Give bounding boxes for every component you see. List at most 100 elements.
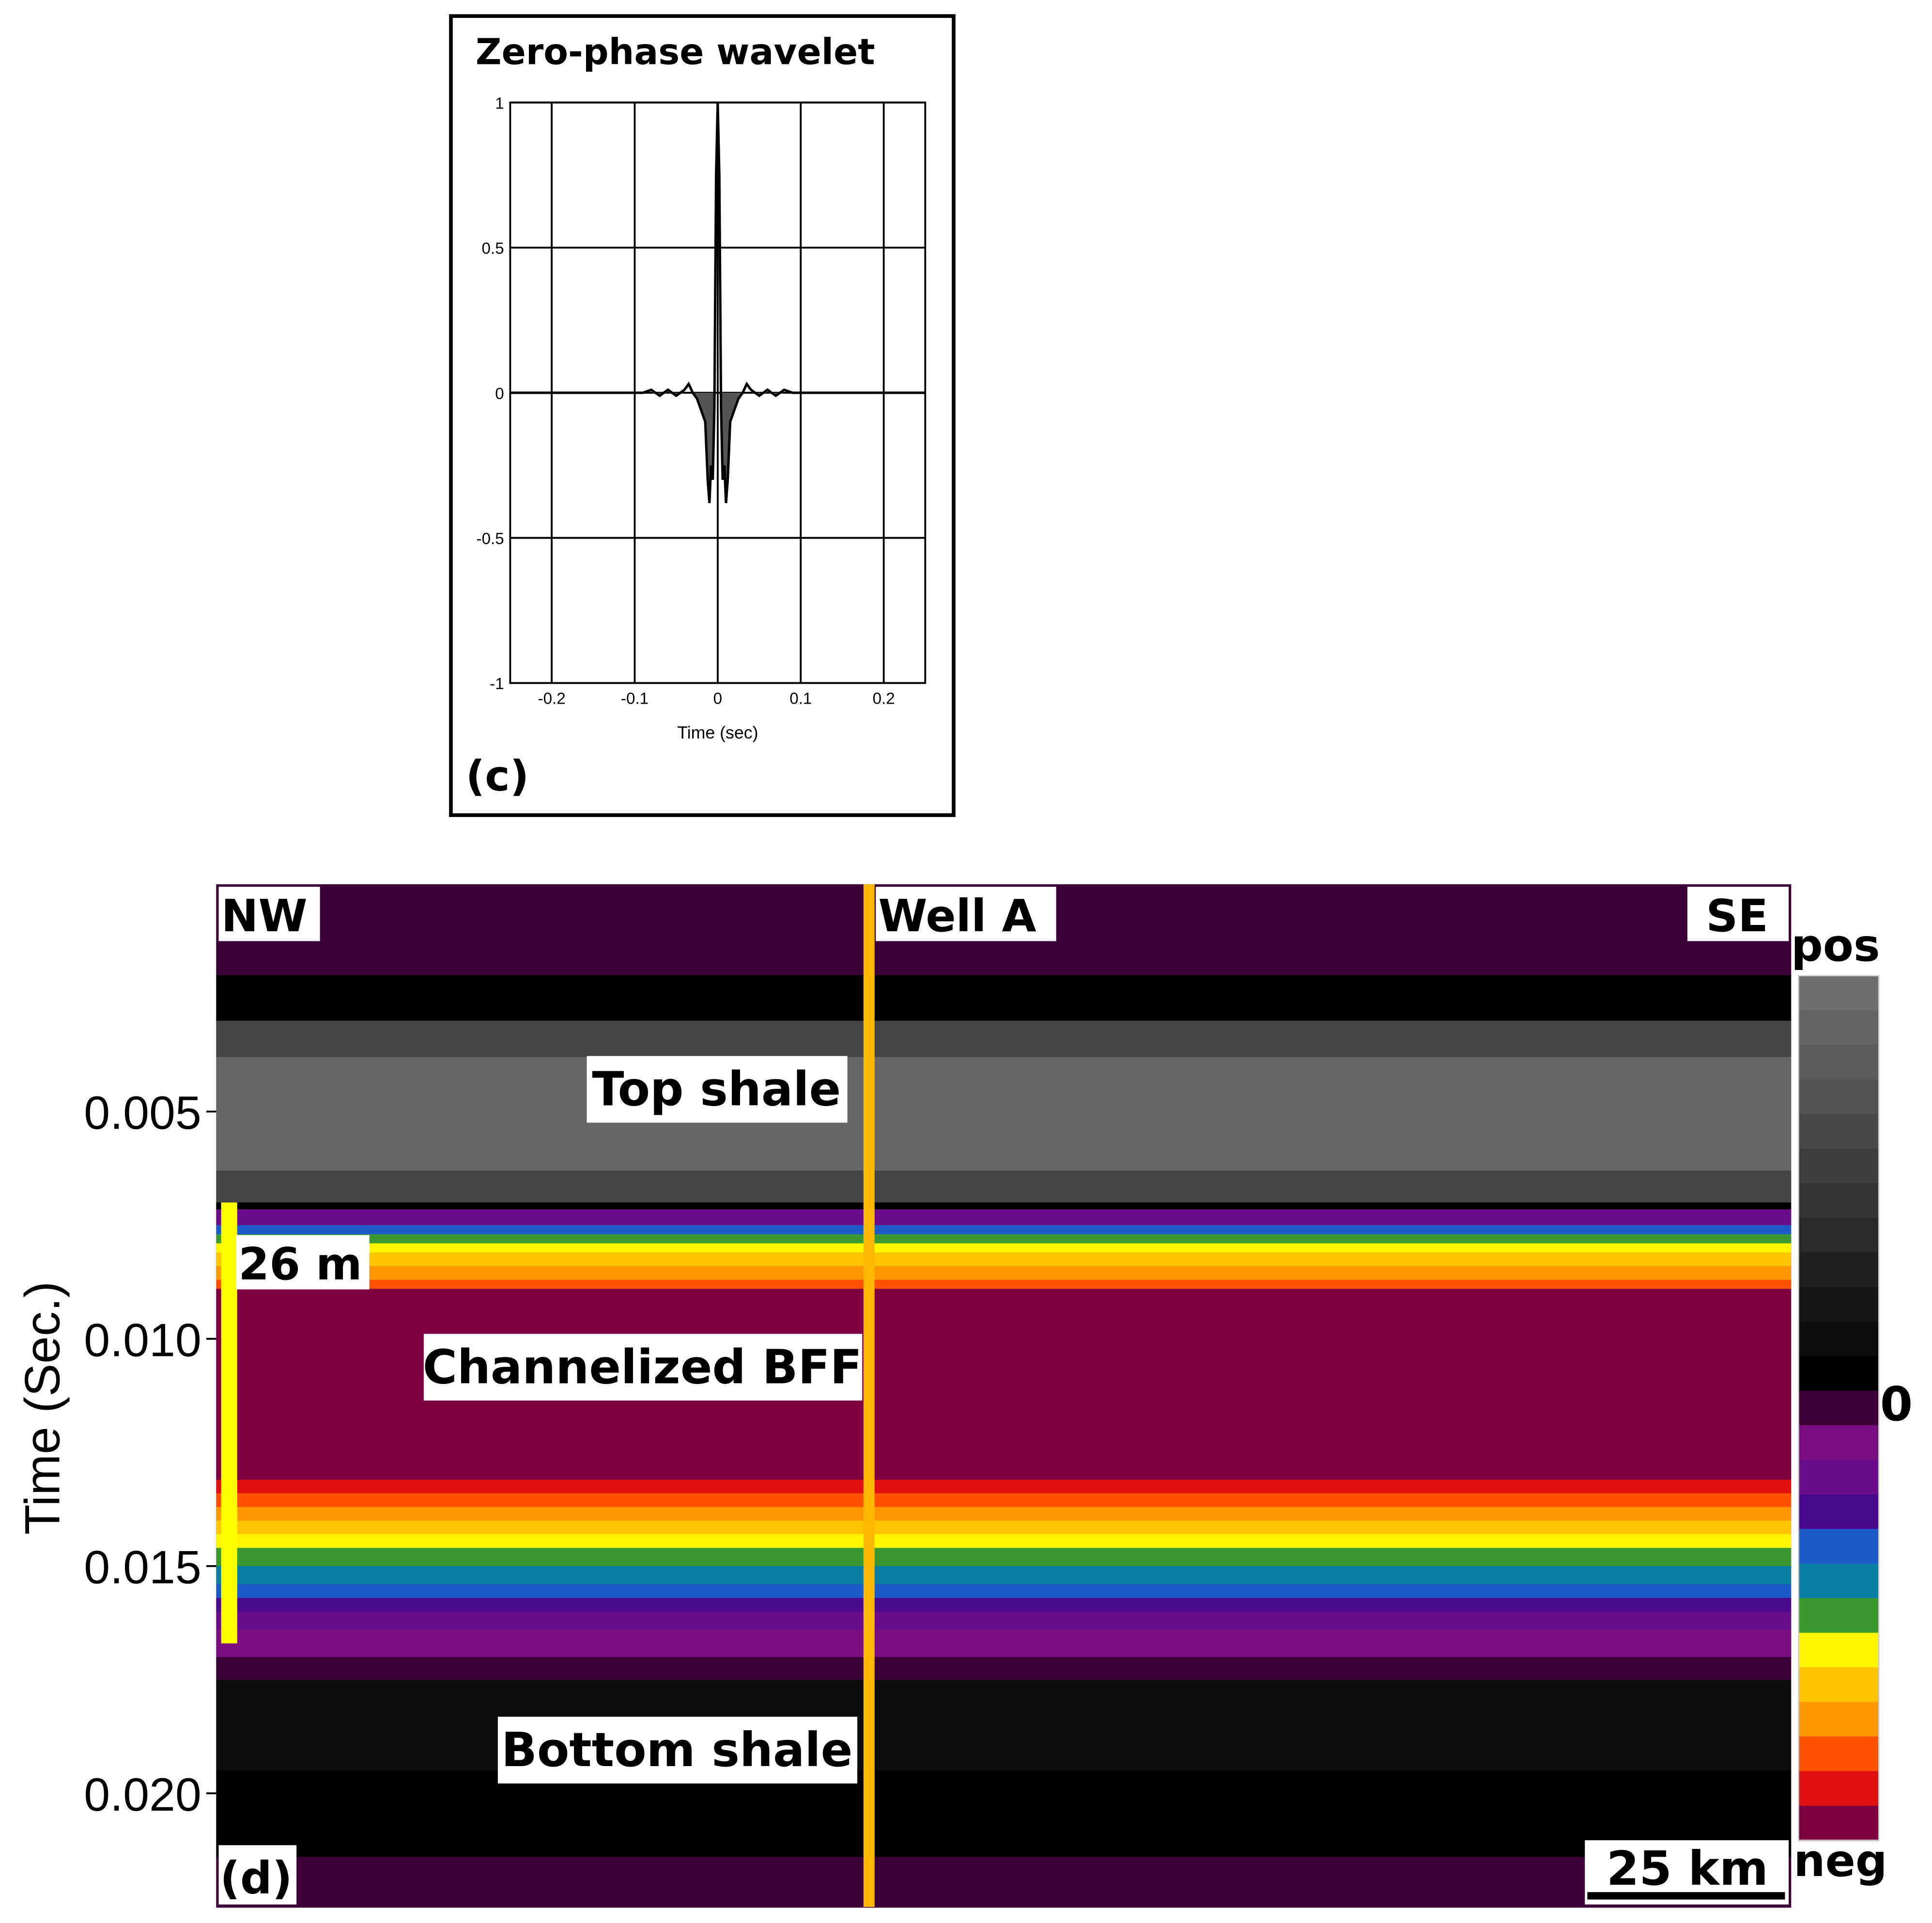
wavelet-title: Zero-phase wavelet [476, 31, 875, 73]
wavelet-x-tick: -0.2 [538, 690, 566, 708]
colorbar-swatch [1798, 1529, 1879, 1565]
wavelet-x-tick: -0.1 [621, 690, 649, 708]
seismic-layer [216, 1225, 1792, 1235]
colorbar-swatch [1798, 1771, 1879, 1807]
label-well-a: Well A [876, 887, 1056, 942]
colorbar-swatch [1798, 1252, 1879, 1288]
label-se: SE [1687, 887, 1789, 942]
seismic-layer [216, 1521, 1792, 1535]
wavelet-y-tick: -0.5 [477, 530, 504, 548]
seismic-layer [216, 1566, 1792, 1585]
label-channelized-bff: Channelized BFF [423, 1334, 863, 1401]
thickness-marker [221, 1202, 237, 1644]
section-y-tick-label: 0.010 [84, 1313, 201, 1366]
wavelet-y-tick: 0 [495, 385, 504, 403]
section-y-ticks: 0.005 0.010 0.015 0.020 [84, 1086, 216, 1821]
label-bottom-shale: Bottom shale [497, 1717, 858, 1784]
svg-text:NW: NW [221, 890, 308, 942]
well-a-line [863, 884, 875, 1907]
label-top-shale: Top shale [587, 1056, 848, 1123]
seismic-layer [216, 1234, 1792, 1245]
wavelet-panel: Zero-phase wavelet 1 0.5 0 -0.5 -1 -0.2 -0.1 0… [449, 14, 956, 817]
seismic-layer [216, 1243, 1792, 1253]
seismic-layer [216, 1134, 1792, 1171]
colorbar-label-zero: 0 [1880, 1377, 1913, 1431]
seismic-layer [216, 1584, 1792, 1599]
colorbar-swatch [1798, 1390, 1879, 1426]
colorbar-frame [1798, 975, 1880, 1841]
svg-text:Well A: Well A [878, 890, 1036, 942]
colorbar-swatch [1798, 1356, 1879, 1392]
wavelet-series-line [510, 102, 926, 503]
colorbar-swatch [1798, 1217, 1879, 1253]
section-y-tick-label: 0.020 [84, 1768, 201, 1821]
section-y-tick-label: 0.005 [84, 1086, 201, 1139]
colorbar-swatch [1798, 1736, 1879, 1772]
panel-label-c: (c) [466, 752, 529, 800]
colorbar-label-neg: neg [1793, 1835, 1887, 1887]
seismic-layer [216, 1611, 1792, 1631]
wavelet-y-tick: 1 [495, 94, 504, 112]
wavelet-x-tick: 0 [713, 690, 722, 708]
seismic-layer [216, 975, 1792, 1022]
seismic-layer [216, 1479, 1792, 1494]
seismic-layer [216, 1770, 1792, 1858]
colorbar-swatch [1798, 1010, 1879, 1046]
seismic-layer [216, 1279, 1792, 1290]
wavelet-y-tick: -1 [490, 675, 504, 693]
label-nw: NW [218, 887, 320, 942]
seismic-layer [216, 1507, 1792, 1522]
seismic-layer [216, 1493, 1792, 1508]
wavelet-y-ticks: 1 0.5 0 -0.5 -1 [477, 94, 504, 693]
colorbar-swatch [1798, 1805, 1879, 1841]
svg-text:25 km: 25 km [1607, 1841, 1768, 1896]
colorbar-swatch [1798, 1079, 1879, 1115]
seismic-layer [216, 1170, 1792, 1203]
seismic-layer [216, 1630, 1792, 1658]
svg-text:26 m: 26 m [238, 1238, 362, 1290]
colorbar-swatch [1798, 1494, 1879, 1530]
wavelet-x-tick: 0.2 [873, 690, 895, 708]
wavelet-y-tick: 0.5 [482, 240, 504, 258]
wavelet-x-tick: 0.1 [789, 690, 812, 708]
label-thickness: 26 m [236, 1235, 370, 1290]
colorbar-swatch [1798, 1287, 1879, 1323]
wavelet-x-ticks: -0.2 -0.1 0 0.1 0.2 [538, 690, 895, 708]
colorbar [1798, 975, 1879, 1841]
svg-text:Channelized BFF: Channelized BFF [423, 1339, 862, 1394]
seismic-layer [216, 1266, 1792, 1281]
seismic-layer [216, 1857, 1792, 1908]
seismic-layer [216, 1057, 1792, 1135]
colorbar-swatch [1798, 1183, 1879, 1219]
seismic-layer [216, 1679, 1792, 1771]
seismic-layer [216, 1548, 1792, 1567]
section-y-axis-label: Time (Sec.) [15, 1281, 70, 1535]
colorbar-swatch [1798, 1702, 1879, 1738]
colorbar-swatch [1798, 1148, 1879, 1184]
colorbar-swatch [1798, 1563, 1879, 1599]
colorbar-swatch [1798, 975, 1879, 1011]
svg-text:(d): (d) [220, 1852, 293, 1904]
seismic-layer [216, 1252, 1792, 1267]
seismic-layer [216, 1598, 1792, 1613]
colorbar-swatch [1798, 1632, 1879, 1668]
label-panel-d: (d) [218, 1845, 297, 1905]
colorbar-swatch [1798, 1598, 1879, 1634]
svg-text:Top shale: Top shale [592, 1062, 841, 1117]
seismic-panel: 0.005 0.010 0.015 0.020 Time (Sec.) NW Well… [15, 884, 1913, 1908]
colorbar-label-pos: pos [1791, 920, 1880, 971]
colorbar-swatch [1798, 1114, 1879, 1150]
seismic-layer [216, 1020, 1792, 1058]
svg-text:SE: SE [1706, 890, 1768, 942]
seismic-layer [216, 1202, 1792, 1210]
colorbar-swatch [1798, 1045, 1879, 1080]
colorbar-swatch [1798, 1321, 1879, 1357]
wavelet-x-axis-label: Time (sec) [677, 723, 758, 742]
colorbar-swatch [1798, 1667, 1879, 1703]
scale-bar: 25 km [1585, 1840, 1789, 1905]
colorbar-swatch [1798, 1460, 1879, 1495]
section-y-tick-label: 0.015 [84, 1541, 201, 1594]
seismic-layer [216, 1209, 1792, 1226]
svg-text:Bottom shale: Bottom shale [501, 1723, 852, 1777]
seismic-layer [216, 1657, 1792, 1681]
